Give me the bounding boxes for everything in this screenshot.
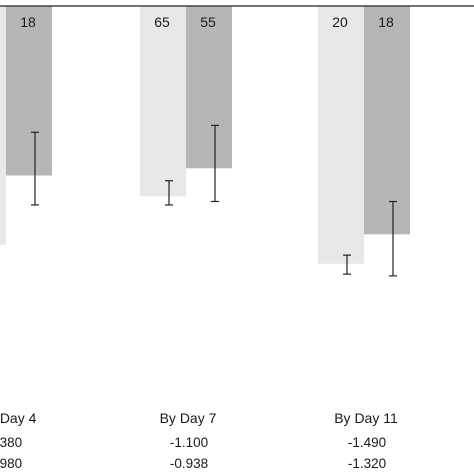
table-value-series1-1: -1.100: [170, 435, 208, 450]
bar-series1-2: [318, 6, 364, 264]
n-label-series2-0: 18: [20, 14, 36, 30]
category-label-2: By Day 11: [334, 410, 398, 426]
n-label-series1-2: 20: [332, 14, 348, 30]
bar-series2-1: [186, 6, 232, 169]
n-label-series1-1: 65: [154, 14, 170, 30]
bar-series2-0: [6, 6, 52, 176]
n-label-series2-1: 55: [200, 14, 216, 30]
table-value-series2-0: .980: [0, 456, 22, 471]
category-label-1: By Day 7: [160, 410, 217, 426]
table-value-series1-0: .380: [0, 435, 22, 450]
table-value-series2-1: -0.938: [170, 456, 208, 471]
bar-series1-1: [140, 6, 186, 197]
n-label-series2-2: 18: [378, 14, 394, 30]
table-value-series2-2: -1.320: [348, 456, 386, 471]
category-label-0: By Day 4: [0, 410, 37, 426]
bar-series2-2: [364, 6, 410, 235]
bar-series1-0: [0, 6, 6, 245]
table-value-series1-2: -1.490: [348, 435, 386, 450]
